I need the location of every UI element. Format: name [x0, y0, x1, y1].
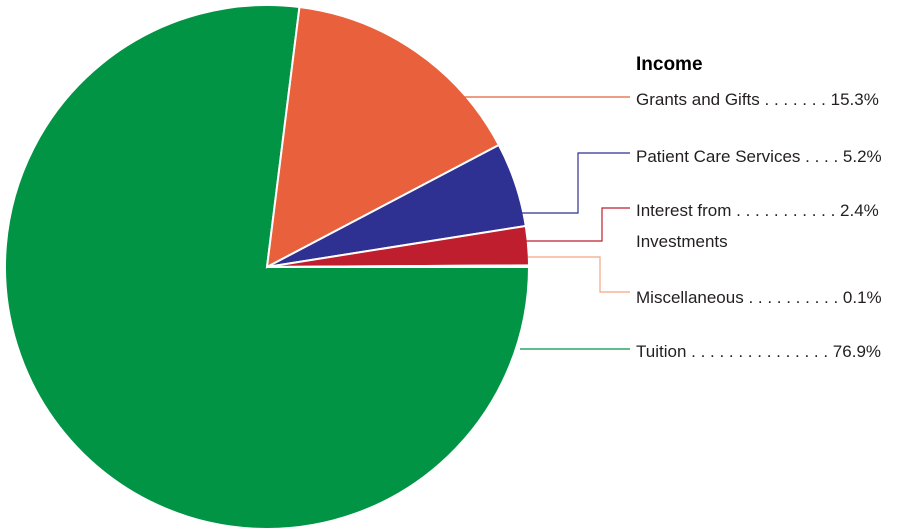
leader-lines: [462, 96, 630, 350]
legend-label-grants-and-gifts: Grants and Gifts . . . . . . . 15.3%: [636, 90, 879, 109]
leader-line-patient-care-services: [522, 152, 630, 214]
pie-slice-miscellaneous: [266, 264, 531, 268]
leader-line-miscellaneous: [528, 256, 630, 293]
pie-slice-grants-and-gifts: [265, 5, 501, 269]
legend-label-miscellaneous: Miscellaneous . . . . . . . . . . 0.1%: [636, 288, 882, 307]
leader-line-interest-from-investments: [526, 207, 630, 242]
legend-label-interest-from-investments: Interest from . . . . . . . . . . . 2.4%: [636, 201, 879, 220]
pie-slices: [4, 4, 531, 529]
legend-label-patient-care-services: Patient Care Services . . . . 5.2%: [636, 147, 882, 166]
legend-title: Income: [636, 54, 703, 75]
legend-label-investments-line2: Investments: [636, 232, 728, 251]
legend-label-tuition: Tuition . . . . . . . . . . . . . . . 76…: [636, 342, 881, 361]
